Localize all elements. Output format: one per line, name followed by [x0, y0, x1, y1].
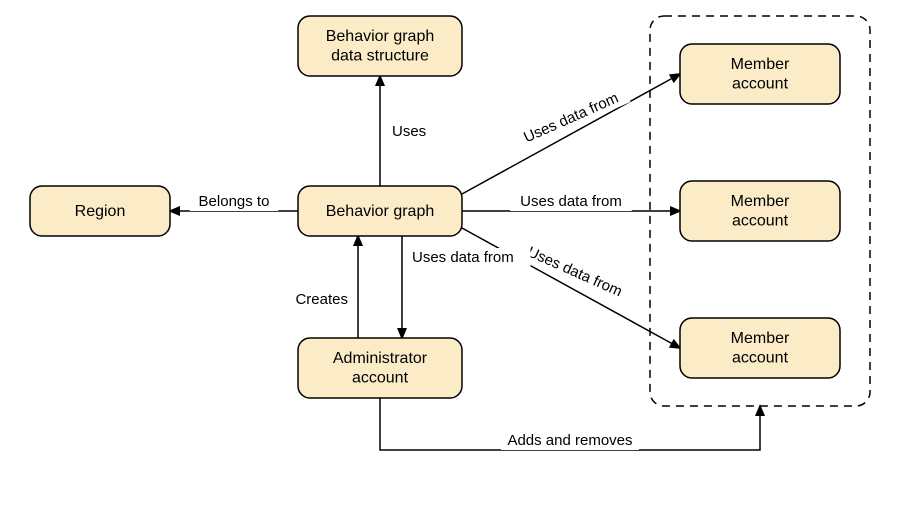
node-admin: Administrator account [298, 338, 462, 398]
edge-label: Adds and removes [507, 432, 632, 449]
edge-label: Uses data from [521, 89, 621, 146]
edge-label: Uses [392, 123, 426, 140]
node-label: Behavior graph [326, 28, 435, 45]
node-label: Behavior graph [326, 203, 435, 220]
edge-label: Uses data from [520, 193, 622, 210]
node-label: data structure [331, 47, 429, 64]
node-data_structure: Behavior graph data structure [298, 16, 462, 76]
node-member2: Member account [680, 181, 840, 241]
edge-label: Uses data from [525, 243, 625, 300]
node-label: Region [75, 203, 126, 220]
node-member1: Member account [680, 44, 840, 104]
node-member3: Member account [680, 318, 840, 378]
node-label: account [732, 349, 789, 366]
edge-label: Belongs to [199, 193, 270, 210]
node-behavior_graph: Behavior graph [298, 186, 462, 236]
diagram-canvas: Behavior graph data structure Region Behavi… [0, 0, 902, 508]
edge-label: Uses data from [412, 249, 514, 266]
node-label: Member [731, 193, 790, 210]
node-label: account [352, 369, 409, 386]
node-region: Region [30, 186, 170, 236]
node-label: Member [731, 330, 790, 347]
node-label: account [732, 212, 789, 229]
edge-label: Creates [295, 291, 348, 308]
node-label: Administrator [333, 350, 428, 367]
edge-uses_data_from_member3 [462, 228, 680, 348]
node-label: Member [731, 56, 790, 73]
node-label: account [732, 75, 789, 92]
edge-uses_data_from_member1 [462, 74, 680, 194]
